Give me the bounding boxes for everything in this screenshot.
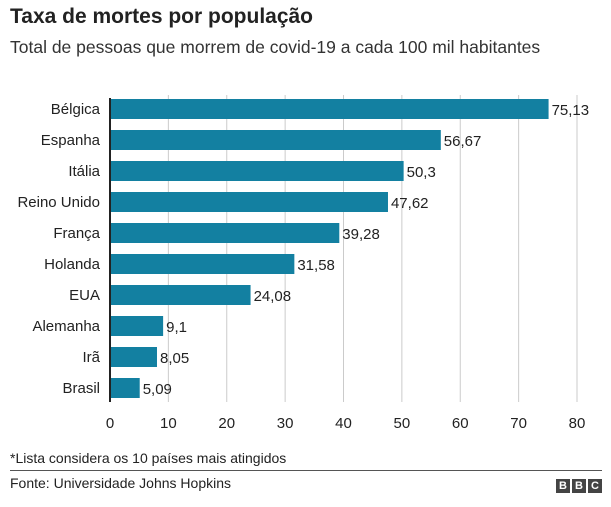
x-tick-label: 0 [106,415,114,432]
category-label: Itália [68,163,100,180]
x-tick-label: 50 [394,415,411,432]
category-label: Holanda [44,256,101,273]
footer-divider [10,470,602,471]
chart-subtitle: Total de pessoas que morrem de covid-19 … [10,37,541,57]
bbc-logo-letter: B [572,479,586,493]
bar [110,161,404,181]
value-label: 31,58 [297,257,335,274]
bar [110,254,295,274]
chart-title: Taxa de mortes por população [10,5,314,28]
value-label: 39,28 [342,226,380,243]
bar [110,130,441,150]
bbc-logo-letter: B [556,479,570,493]
value-label: 56,67 [444,133,482,150]
bar-chart: 0 10 20 30 40 50 60 70 80 Bélgica 75,13 Espanha 56,6… [17,95,590,432]
bar [110,99,549,119]
category-label: Espanha [41,132,101,149]
bar [110,347,157,367]
x-tick-label: 20 [218,415,235,432]
value-label: 9,1 [166,319,187,336]
category-label: França [53,225,100,242]
category-label: EUA [69,287,100,304]
footnote: *Lista considera os 10 países mais ating… [10,450,287,466]
x-tick-label: 70 [510,415,527,432]
source-credit: Fonte: Universidade Johns Hopkins [10,475,232,491]
bar [110,223,340,243]
value-label: 47,62 [391,195,429,212]
value-label: 5,09 [143,381,172,398]
bar [110,192,388,212]
value-label: 75,13 [552,102,590,119]
value-label: 24,08 [254,288,292,305]
category-label: Alemanha [32,318,100,335]
category-label: Reino Unido [17,194,100,211]
bbc-logo-letter: C [588,479,602,493]
x-tick-label: 30 [277,415,294,432]
x-tick-label: 40 [335,415,352,432]
category-label: Irã [82,349,100,366]
bbc-logo: B B C [556,479,602,493]
bar [110,316,164,336]
bar [110,378,140,398]
x-tick-label: 60 [452,415,469,432]
category-label: Brasil [62,380,100,397]
category-label: Bélgica [51,101,101,118]
value-label: 8,05 [160,350,189,367]
x-tick-label: 10 [160,415,177,432]
bar [110,285,251,305]
value-label: 50,3 [407,164,436,181]
x-tick-label: 80 [569,415,586,432]
